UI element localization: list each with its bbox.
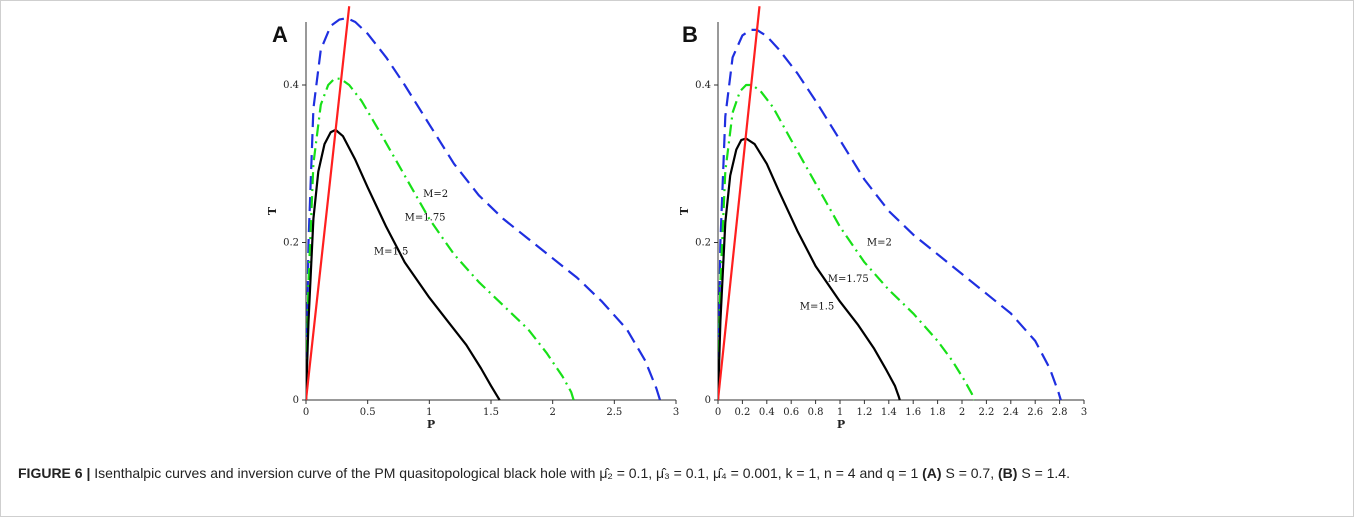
caption-part-a-label: (A): [922, 465, 942, 481]
panel-b-x-tick-label: 3: [1081, 407, 1087, 418]
panel-b-x-tick-label: 2.6: [1027, 407, 1043, 418]
panel-a-x-tick-label: 0.5: [360, 407, 376, 418]
caption-figure-label: FIGURE 6 |: [18, 465, 91, 481]
panel-b-series-m-2: [718, 28, 1062, 401]
panel-a-label-m-2: M=2: [423, 189, 448, 200]
panel-a-y-tick-label: 0.4: [283, 80, 299, 91]
figure-panels: A T P 0 0.5 1 1.5 2 2.5 3 0 0.2 0.4 M=2 M=1.75 M=1.5…: [266, 6, 1087, 430]
panel-a-x-tick-label: 3: [673, 407, 679, 418]
panel-b-y-axis-title: T: [678, 206, 691, 215]
caption-part-b-text: S = 1.4.: [1017, 465, 1070, 481]
panel-b-x-tick-label: 2: [959, 407, 965, 418]
panel-b-label-m-1-75: M=1.75: [828, 274, 869, 285]
panel-a-x-tick-label: 2: [549, 407, 555, 418]
panel-a-series-inversion-curve: [306, 6, 351, 401]
panel-b-x-tick-label: 1.8: [930, 407, 946, 418]
panel-a-label-m-1-75: M=1.75: [405, 212, 446, 223]
panel-b: B T P 0 0.2 0.4 0.6 0.8 1 1.2 1.4 1.6 1.8 2 2.2 2.4 2…: [678, 6, 1087, 430]
panel-b-x-tick-label: 1.6: [905, 407, 921, 418]
panel-b-x-tick-label: 2.8: [1052, 407, 1068, 418]
panel-b-x-tick-label: 0: [715, 407, 721, 418]
panel-b-series-inversion-curve: [718, 6, 761, 401]
figure-caption: FIGURE 6 | Isenthalpic curves and invers…: [18, 462, 1318, 484]
panel-a-x-tick-label: 1.5: [483, 407, 499, 418]
caption-main-text: Isenthalpic curves and inversion curve o…: [90, 465, 923, 481]
panel-b-y-tick-label: 0.4: [695, 80, 711, 91]
panel-b-x-axis-title: P: [837, 418, 845, 430]
panel-a-y-tick-label: 0.2: [283, 238, 299, 249]
panel-a-x-tick-label: 0: [303, 407, 309, 418]
panel-b-label-m-1-5: M=1.5: [800, 301, 835, 312]
panel-b-series-m-1-75: [718, 83, 976, 401]
panel-a-series-m-2: [306, 17, 662, 401]
panel-a-x-axis-title: P: [427, 418, 435, 430]
panel-a-series-m-1-5: [306, 128, 501, 401]
panel-b-x-tick-label: 0.2: [734, 407, 750, 418]
caption-part-b-label: (B): [998, 465, 1018, 481]
panel-b-x-tick-label: 1: [837, 407, 843, 418]
panel-b-x-tick-label: 2.4: [1003, 407, 1019, 418]
panel-b-y-tick-label: 0.2: [695, 238, 711, 249]
panel-a-y-axis-title: T: [266, 206, 279, 215]
panel-a-letter: A: [272, 22, 288, 47]
panel-a-x-tick-label: 1: [426, 407, 432, 418]
panel-b-x-tick-label: 0.6: [783, 407, 799, 418]
panel-b-x-tick-label: 2.2: [978, 407, 994, 418]
panel-b-series-m-1-5: [718, 137, 901, 401]
caption-part-a-text: S = 0.7,: [941, 465, 999, 481]
panel-b-y-tick-label: 0: [705, 395, 711, 406]
panel-a: A T P 0 0.5 1 1.5 2 2.5 3 0 0.2 0.4 M=2 M=1.75 M=1.5: [266, 6, 679, 430]
panel-a-y-tick-label: 0: [293, 395, 299, 406]
panel-b-x-tick-label: 0.4: [759, 407, 775, 418]
panel-b-x-tick-label: 0.8: [808, 407, 824, 418]
panel-b-x-tick-label: 1.2: [856, 407, 872, 418]
panel-a-label-m-1-5: M=1.5: [374, 246, 409, 257]
panel-b-letter: B: [682, 22, 698, 47]
panel-b-x-tick-label: 1.4: [881, 407, 897, 418]
panel-a-x-tick-label: 2.5: [606, 407, 622, 418]
panel-a-series-m-1-75: [306, 77, 575, 401]
panel-b-label-m-2: M=2: [867, 238, 892, 249]
